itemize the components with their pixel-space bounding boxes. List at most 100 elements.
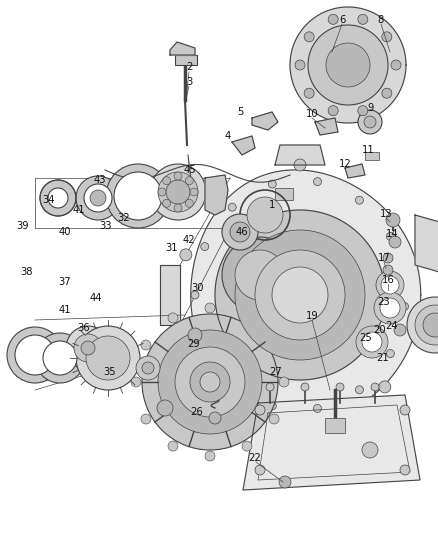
Text: 19: 19 [306,311,318,321]
Text: 14: 14 [386,229,398,239]
Circle shape [304,32,314,42]
Circle shape [386,350,394,358]
Text: 6: 6 [339,15,345,25]
Circle shape [362,332,382,352]
Text: 10: 10 [306,109,318,119]
Circle shape [400,405,410,415]
Text: 44: 44 [90,293,102,303]
Circle shape [166,180,190,204]
Circle shape [114,172,162,220]
Circle shape [314,405,321,413]
Bar [365,152,379,160]
Circle shape [295,60,305,70]
Text: 11: 11 [362,145,374,155]
Polygon shape [345,164,365,178]
Circle shape [383,265,393,275]
Circle shape [381,276,399,294]
Bar [325,418,345,433]
Text: 37: 37 [59,277,71,287]
Circle shape [106,164,170,228]
Text: 41: 41 [59,305,71,315]
Circle shape [255,465,265,475]
Circle shape [200,372,220,392]
Polygon shape [290,7,406,123]
Circle shape [168,313,178,323]
Text: 34: 34 [43,195,55,205]
Circle shape [356,386,364,394]
Circle shape [162,199,171,207]
Circle shape [158,330,262,434]
Circle shape [358,14,368,25]
Circle shape [131,377,141,387]
Circle shape [185,176,193,185]
Circle shape [86,336,130,380]
Circle shape [90,190,106,206]
Text: 20: 20 [374,325,386,335]
Circle shape [423,313,438,337]
Polygon shape [315,118,338,135]
Circle shape [386,232,394,240]
Circle shape [364,116,376,128]
Text: 17: 17 [378,253,390,263]
Circle shape [362,442,378,458]
Circle shape [304,88,314,98]
Circle shape [201,340,209,348]
Circle shape [383,253,393,263]
Circle shape [272,267,328,323]
Circle shape [141,414,151,424]
Bar [175,55,197,65]
Circle shape [326,43,370,87]
Circle shape [190,362,230,402]
Circle shape [371,383,379,391]
Circle shape [382,32,392,42]
Circle shape [314,177,321,185]
Circle shape [76,176,120,220]
Circle shape [376,271,404,299]
Circle shape [308,25,388,105]
Circle shape [242,441,252,451]
Circle shape [15,335,55,375]
Circle shape [174,204,182,212]
Circle shape [7,327,63,383]
Circle shape [301,383,309,391]
Polygon shape [215,210,385,380]
Text: 13: 13 [380,209,392,219]
Circle shape [74,334,102,362]
Circle shape [356,196,364,204]
Text: 9: 9 [368,103,374,113]
Circle shape [407,297,438,353]
Circle shape [391,60,401,70]
Text: 38: 38 [21,267,33,277]
Circle shape [268,402,276,410]
Text: 46: 46 [236,227,248,237]
Bar [275,188,293,200]
Circle shape [389,236,401,248]
Circle shape [205,451,215,461]
Text: 33: 33 [100,221,112,231]
Circle shape [328,14,338,25]
Circle shape [162,176,171,185]
Text: 8: 8 [378,15,384,25]
Text: 5: 5 [237,107,243,117]
Text: 26: 26 [191,407,203,417]
Circle shape [142,314,278,450]
Circle shape [279,476,291,488]
Polygon shape [252,112,278,130]
Circle shape [382,88,392,98]
Circle shape [228,379,236,387]
Circle shape [358,110,382,134]
Circle shape [228,203,236,211]
Circle shape [268,180,276,188]
Circle shape [400,465,410,475]
Polygon shape [275,145,325,165]
Circle shape [255,405,265,415]
Polygon shape [191,170,421,420]
Text: 22: 22 [249,453,261,463]
Circle shape [43,341,77,375]
Circle shape [230,222,250,242]
Text: 16: 16 [381,275,394,285]
Text: 40: 40 [59,227,71,237]
Circle shape [168,441,178,451]
Circle shape [209,412,221,424]
Circle shape [266,383,274,391]
